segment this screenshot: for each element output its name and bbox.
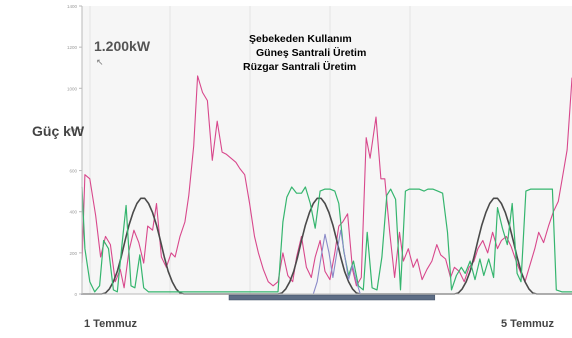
legend-item-solar: Güneş Santrali Üretim — [256, 47, 367, 59]
y-tick-label: 1000 — [67, 86, 78, 91]
x-category-label-start: 1 Temmuz — [84, 318, 137, 330]
mouse-cursor-icon: ↖ — [96, 57, 104, 67]
y-axis-label: Güç kW — [32, 123, 85, 139]
series-line-4 — [81, 229, 572, 295]
y-tick-label: 600 — [69, 169, 77, 174]
y-tick-label: 800 — [69, 127, 77, 132]
time-range-scrollbar[interactable] — [228, 294, 436, 301]
series-line-1 — [81, 75, 572, 289]
y-tick-label: 1400 — [67, 4, 78, 9]
y-tick-label: 400 — [69, 210, 77, 215]
legend-item-wind: Rüzgar Santrali Üretim — [243, 61, 357, 73]
gridlines — [89, 6, 411, 294]
y-tick-label: 1200 — [67, 45, 78, 50]
y-tick-label: 200 — [69, 251, 77, 256]
legend-item-grid-usage: Şebekeden Kullanım — [249, 33, 352, 45]
series-line-3 — [81, 186, 572, 293]
peak-annotation: 1.200kW — [94, 38, 151, 54]
series-lines — [81, 75, 572, 295]
y-tick-labels: 0 200 400 600 800 1000 1200 1400 — [67, 4, 82, 297]
y-tick-label: 0 — [74, 292, 77, 297]
x-category-label-end: 5 Temmuz — [501, 318, 554, 330]
